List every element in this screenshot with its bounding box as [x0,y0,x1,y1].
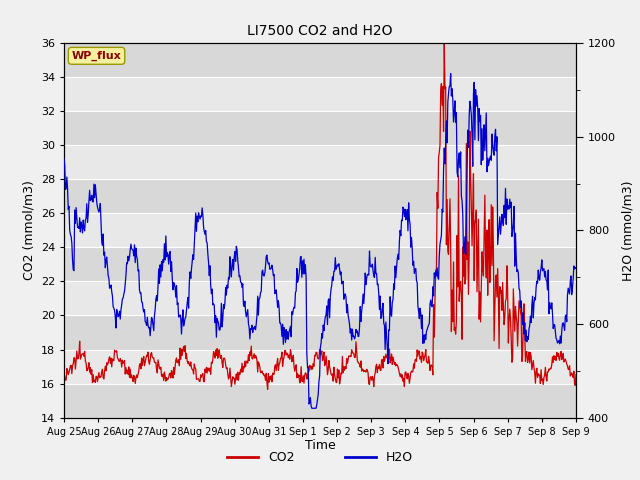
Bar [64,281,576,315]
Bar [64,180,576,214]
Bar [64,247,576,281]
Bar [64,214,576,247]
Y-axis label: H2O (mmol/m3): H2O (mmol/m3) [621,180,634,281]
Bar [64,77,576,111]
Bar [64,349,576,384]
Bar [64,43,576,77]
Text: WP_flux: WP_flux [72,51,122,61]
Bar [64,384,576,418]
Bar [64,111,576,145]
Legend: CO2, H2O: CO2, H2O [222,446,418,469]
X-axis label: Time: Time [305,439,335,453]
Title: LI7500 CO2 and H2O: LI7500 CO2 and H2O [247,24,393,38]
Bar [64,315,576,349]
Bar [64,145,576,180]
Y-axis label: CO2 (mmol/m3): CO2 (mmol/m3) [22,180,35,280]
